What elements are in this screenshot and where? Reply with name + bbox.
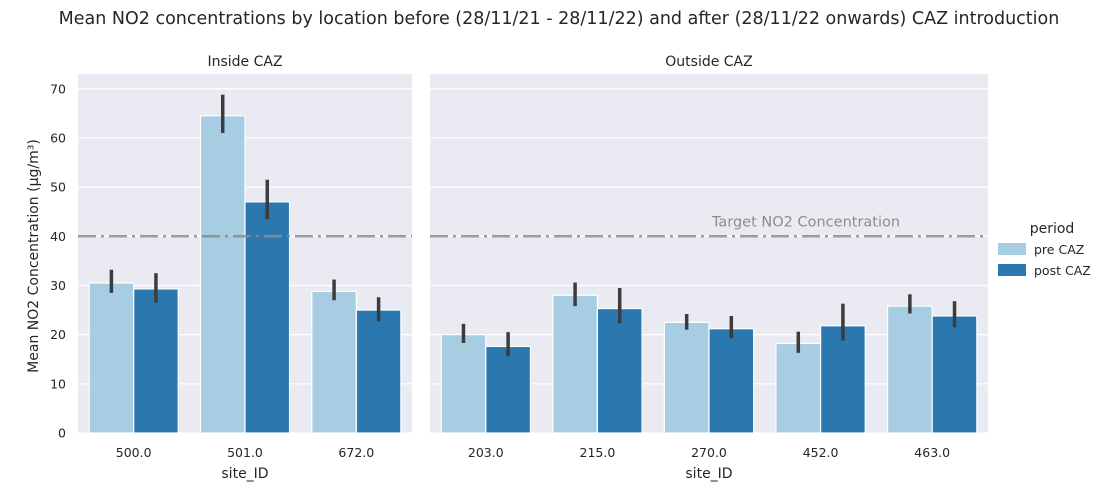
panel-title: Inside CAZ [207, 54, 282, 70]
bar-pre-caz-270.0 [663, 321, 710, 434]
bar-post-caz-452.0 [819, 325, 866, 434]
x-tick-label: 270.0 [691, 445, 727, 460]
bar-post-caz-500.0 [133, 288, 179, 434]
legend-swatch [998, 243, 1026, 255]
bar-post-caz-463.0 [931, 315, 978, 434]
bar-post-caz-501.0 [244, 201, 291, 434]
legend-label: post CAZ [1034, 263, 1091, 278]
panel-2: Outside CAZ 203.0 215.0 270.0 452.0 463.0 site… [430, 54, 988, 482]
bar-post-caz-215.0 [596, 307, 643, 434]
x-tick-label: 452.0 [803, 445, 839, 460]
y-tick-label: 70 [50, 81, 66, 96]
x-tick-label: 672.0 [338, 445, 374, 460]
legend-label: pre CAZ [1034, 242, 1084, 257]
y-tick-label: 0 [58, 426, 66, 441]
y-tick-label: 20 [50, 327, 66, 342]
chart-title: Mean NO2 concentrations by location befo… [59, 9, 1060, 29]
bar-pre-caz-500.0 [88, 282, 135, 434]
bar-pre-caz-501.0 [199, 115, 246, 434]
y-tick-label: 40 [50, 229, 66, 244]
bar-post-caz-672.0 [355, 309, 402, 434]
bar-pre-caz-215.0 [552, 294, 599, 434]
y-axis-label: Mean NO2 Concentration (µg/m³) [26, 139, 42, 373]
bar-pre-caz-463.0 [886, 305, 933, 434]
x-tick-label: 215.0 [580, 445, 616, 460]
bar-pre-caz-203.0 [440, 334, 487, 434]
y-tick-label: 60 [50, 130, 66, 145]
y-tick-label: 10 [50, 376, 66, 391]
x-tick-label: 203.0 [468, 445, 504, 460]
y-tick-label: 50 [50, 180, 66, 195]
legend: period pre CAZ post CAZ [998, 221, 1091, 278]
x-axis-label: site_ID [685, 466, 732, 482]
y-tick-label: 30 [50, 278, 66, 293]
bar-post-caz-270.0 [708, 328, 755, 434]
target-label: Target NO2 Concentration [711, 214, 900, 230]
x-tick-label: 501.0 [227, 445, 263, 460]
x-tick-label: 500.0 [116, 445, 152, 460]
x-tick-label: 463.0 [914, 445, 950, 460]
bar-pre-caz-452.0 [775, 342, 822, 434]
x-axis-label: site_ID [221, 466, 268, 482]
bar-pre-caz-672.0 [311, 290, 357, 434]
legend-title: period [1030, 221, 1075, 237]
legend-swatch [998, 264, 1026, 276]
panels: Inside CAZ 0 10 20 30 40 50 60 70 500.0 501.0 672.0… [50, 54, 988, 482]
bar-post-caz-203.0 [485, 345, 532, 434]
panel-title: Outside CAZ [665, 54, 752, 70]
panel-1: Inside CAZ 0 10 20 30 40 50 60 70 500.0 501.0 672.0… [50, 54, 412, 482]
